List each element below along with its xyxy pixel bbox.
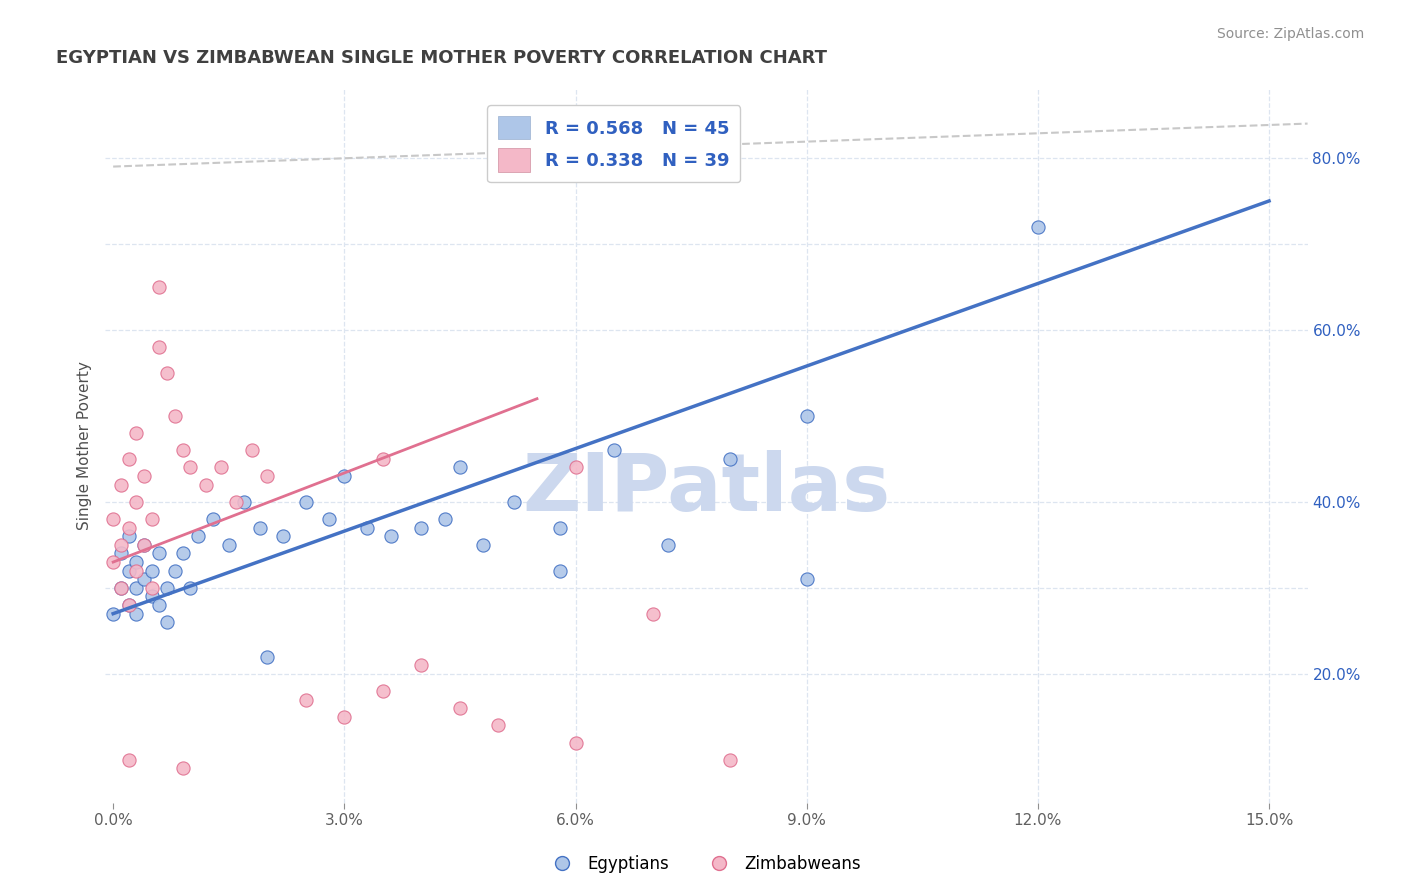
Point (148, 340, 170, 354)
Point (796, 409, 818, 423)
Point (657, 538, 679, 552)
Point (209, 460, 232, 475)
Point (163, 409, 186, 423)
Point (141, 564, 163, 578)
Point (110, 581, 132, 595)
Point (125, 555, 148, 569)
Point (718, 451, 741, 466)
Point (488, 718, 510, 732)
Point (110, 477, 132, 491)
Point (125, 564, 148, 578)
Point (641, 607, 664, 621)
Point (132, 469, 155, 483)
Point (356, 521, 378, 535)
Point (148, 280, 170, 294)
Point (194, 477, 217, 491)
Point (110, 546, 132, 560)
Point (125, 581, 148, 595)
Point (172, 546, 194, 560)
Point (548, 564, 571, 578)
Point (141, 581, 163, 595)
Point (156, 581, 179, 595)
Point (117, 753, 139, 767)
Point (295, 692, 318, 706)
Text: EGYPTIAN VS ZIMBABWEAN SINGLE MOTHER POVERTY CORRELATION CHART: EGYPTIAN VS ZIMBABWEAN SINGLE MOTHER POV… (56, 49, 827, 67)
Point (1026, 219, 1049, 234)
Point (110, 581, 132, 595)
Point (233, 495, 256, 509)
Point (117, 598, 139, 612)
Point (125, 495, 148, 509)
Point (125, 426, 148, 441)
Point (132, 538, 155, 552)
Y-axis label: Single Mother Poverty: Single Mother Poverty (77, 361, 93, 531)
Point (125, 607, 148, 621)
Point (411, 658, 433, 673)
Point (472, 538, 495, 552)
Point (117, 521, 139, 535)
Point (502, 495, 524, 509)
Point (163, 564, 186, 578)
Point (117, 598, 139, 612)
Point (156, 366, 179, 380)
Point (449, 701, 471, 715)
Point (132, 572, 155, 586)
Point (141, 512, 163, 526)
Point (156, 615, 179, 630)
Point (187, 529, 209, 543)
Point (172, 443, 194, 458)
Point (218, 538, 240, 552)
Point (603, 443, 626, 458)
Text: ZIPatlas: ZIPatlas (523, 450, 890, 528)
Point (148, 598, 170, 612)
Point (179, 581, 201, 595)
Point (225, 495, 247, 509)
Legend: Egyptians, Zimbabweans: Egyptians, Zimbabweans (538, 848, 868, 880)
Point (148, 546, 170, 560)
Point (256, 649, 278, 664)
Point (564, 460, 586, 475)
Point (101, 555, 124, 569)
Point (179, 460, 201, 475)
Point (333, 710, 356, 724)
Point (141, 590, 163, 604)
Point (240, 443, 263, 458)
Point (380, 529, 402, 543)
Point (256, 469, 278, 483)
Point (117, 529, 139, 543)
Point (718, 753, 741, 767)
Point (101, 512, 124, 526)
Point (249, 521, 271, 535)
Legend: R = 0.568   N = 45, R = 0.338   N = 39: R = 0.568 N = 45, R = 0.338 N = 39 (486, 105, 740, 183)
Point (271, 529, 294, 543)
Point (548, 521, 571, 535)
Point (449, 460, 471, 475)
Point (295, 495, 318, 509)
Point (110, 538, 132, 552)
Point (371, 451, 394, 466)
Point (433, 512, 456, 526)
Point (318, 512, 340, 526)
Point (796, 572, 818, 586)
Text: Source: ZipAtlas.com: Source: ZipAtlas.com (1216, 27, 1364, 41)
Point (132, 538, 155, 552)
Point (411, 521, 433, 535)
Point (564, 736, 586, 750)
Point (117, 564, 139, 578)
Point (117, 451, 139, 466)
Point (101, 607, 124, 621)
Point (371, 684, 394, 698)
Point (333, 469, 356, 483)
Point (172, 761, 194, 775)
Point (202, 512, 225, 526)
